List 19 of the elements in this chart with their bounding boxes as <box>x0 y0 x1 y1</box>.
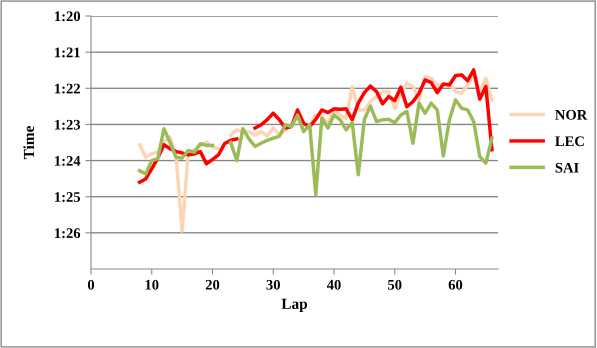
y-tick-label: 1:20 <box>55 11 80 22</box>
x-tick-label: 20 <box>206 280 220 290</box>
legend-label: LEC <box>555 136 584 146</box>
y-tick-label: 1:23 <box>55 120 80 130</box>
legend-label: NOR <box>555 110 588 120</box>
y-tick-label: 1:26 <box>55 228 80 238</box>
x-axis-title: Lap <box>282 298 308 312</box>
y-tick-label: 1:22 <box>55 84 80 94</box>
y-axis-title: Time <box>23 126 34 160</box>
y-tick-label: 1:24 <box>55 156 80 166</box>
x-tick-label: 50 <box>388 280 402 290</box>
y-tick-label: 1:25 <box>55 192 80 202</box>
x-tick-label: 10 <box>146 280 158 290</box>
x-tick-label: 60 <box>448 280 462 290</box>
x-tick-label: 30 <box>266 280 280 290</box>
x-tick-label: 0 <box>88 280 94 290</box>
y-tick-label: 1:21 <box>55 48 80 58</box>
x-tick-label: 40 <box>326 280 341 290</box>
legend-label: SAI <box>556 162 579 173</box>
